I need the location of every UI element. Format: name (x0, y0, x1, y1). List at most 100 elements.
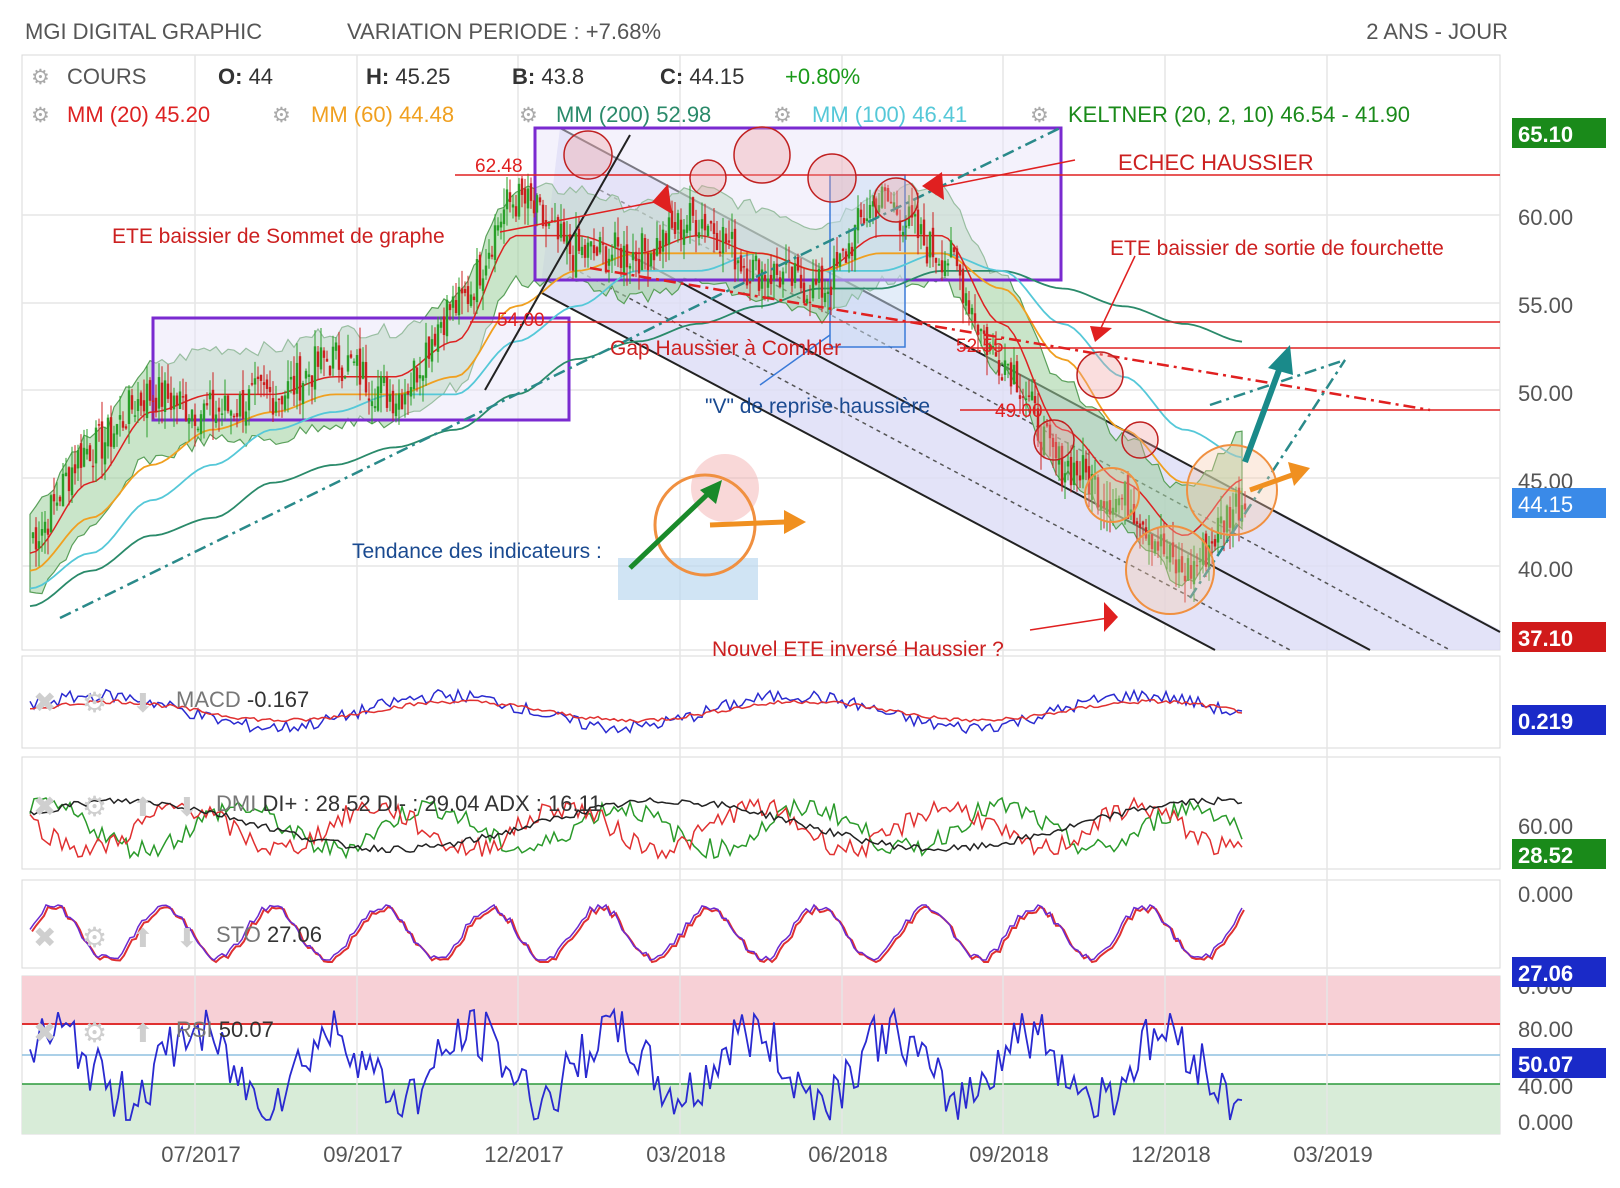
mm60-gear-icon[interactable]: ⚙ (272, 104, 291, 127)
candle-body (499, 221, 503, 228)
mm20-gear-icon[interactable]: ⚙ (31, 104, 50, 127)
candle-body (781, 271, 785, 285)
open-value: O: 44 (218, 64, 273, 89)
last-price-tag (1512, 488, 1606, 518)
candle-body (316, 351, 320, 367)
candle-body (181, 396, 185, 398)
candle-body (619, 247, 623, 268)
mm200-gear-icon[interactable]: ⚙ (519, 104, 538, 127)
candle-body (1069, 456, 1073, 486)
candle-body (31, 532, 35, 539)
dmi-move-up-icon[interactable]: ⬆ (132, 792, 154, 822)
candle-body (388, 394, 392, 402)
candle-body (1057, 446, 1061, 465)
candle-body (475, 259, 479, 303)
rsi-tag (1512, 1048, 1606, 1078)
candle-body (355, 355, 359, 366)
sto-move-up-icon[interactable]: ⬆ (132, 923, 154, 953)
candle-body (610, 254, 614, 261)
low-price-tag-text: 37.10 (1518, 626, 1573, 651)
candle-body (646, 252, 650, 271)
candle-body (37, 541, 41, 549)
mm100-gear-icon[interactable]: ⚙ (773, 104, 792, 127)
candle-body (322, 350, 326, 358)
candle-body (73, 464, 77, 474)
candle-body (325, 358, 329, 362)
candle-body (442, 316, 446, 335)
dmi-close-icon[interactable]: ✖ (33, 791, 56, 822)
dmi-gear-icon[interactable]: ⚙ (82, 791, 107, 822)
candle-body (709, 220, 713, 224)
candle-body (1066, 460, 1070, 467)
macd-signal-line (29, 699, 1243, 724)
candle-body (1072, 462, 1076, 485)
candle-body (523, 188, 527, 204)
candle-body (568, 234, 572, 254)
candle-body (811, 278, 815, 299)
x-tick: 09/2018 (969, 1142, 1049, 1167)
sto-close-icon[interactable]: ✖ (33, 922, 56, 953)
candle-body (985, 326, 989, 355)
candle-body (958, 264, 962, 276)
macd-line (29, 688, 1243, 735)
tendance-label: Tendance des indicateurs : (352, 540, 602, 563)
candle-body (1198, 560, 1202, 563)
candle-body (1060, 445, 1064, 486)
candle-body (559, 223, 563, 238)
candle-body (538, 197, 542, 203)
candle-body (280, 396, 284, 405)
dmi-move-down-icon[interactable]: ⬇ (176, 792, 198, 822)
candle-body (52, 494, 56, 502)
ete-sortie-arrowhead (1090, 326, 1112, 342)
sto-panel (21, 879, 1501, 969)
candle-body (625, 244, 629, 268)
rsi-gear-icon[interactable]: ⚙ (82, 1017, 107, 1048)
candle-body (202, 403, 206, 421)
candle-body (1204, 533, 1208, 567)
rsi-tag-text: 50.07 (1518, 1052, 1573, 1077)
candle-body (898, 220, 902, 231)
candle-body (520, 178, 524, 195)
candle-body (169, 392, 173, 410)
candle-body (274, 401, 278, 413)
candle-body (949, 240, 953, 258)
candle-body (184, 394, 188, 421)
candle-body (712, 223, 716, 234)
candle-body (916, 209, 920, 239)
candle-body (502, 209, 506, 225)
candle-body (160, 382, 164, 407)
nouvel-ete-label: Nouvel ETE inversé Haussier ? (712, 638, 1004, 661)
candle-body (979, 328, 983, 332)
candle-body (43, 521, 47, 533)
period-selector[interactable]: 2 ANS - JOUR (1366, 19, 1508, 44)
macd-close-icon[interactable]: ✖ (33, 687, 56, 718)
candle-body (769, 274, 773, 285)
candle-body (451, 296, 455, 308)
dmi-tick-60: 60.00 (1518, 814, 1573, 839)
candle-body (853, 225, 857, 260)
candle-body (895, 205, 899, 215)
candle-body (328, 365, 332, 376)
candle-body (742, 266, 746, 268)
rsi-close-icon[interactable]: ✖ (33, 1017, 56, 1048)
candle-body (301, 383, 305, 404)
candle-body (691, 197, 695, 216)
macd-move-down-icon[interactable]: ⬇ (132, 688, 154, 718)
candle-body (844, 251, 848, 263)
candle-body (445, 299, 449, 337)
macd-gear-icon[interactable]: ⚙ (82, 687, 107, 718)
rsi-move-up-icon[interactable]: ⬆ (132, 1018, 154, 1048)
candle-body (151, 400, 155, 403)
rsi-overbought-zone (22, 976, 1500, 1024)
cours-gear-icon[interactable]: ⚙ (31, 66, 50, 89)
sto-gear-icon[interactable]: ⚙ (82, 922, 107, 953)
candle-body (430, 339, 434, 362)
keltner-gear-icon[interactable]: ⚙ (1030, 104, 1049, 127)
candle-body (247, 389, 251, 411)
candle-body (400, 394, 404, 410)
candle-body (640, 233, 644, 271)
sto-move-down-icon[interactable]: ⬇ (176, 923, 198, 953)
candle-body (637, 258, 641, 274)
candle-body (682, 229, 686, 245)
candle-body (697, 232, 701, 238)
